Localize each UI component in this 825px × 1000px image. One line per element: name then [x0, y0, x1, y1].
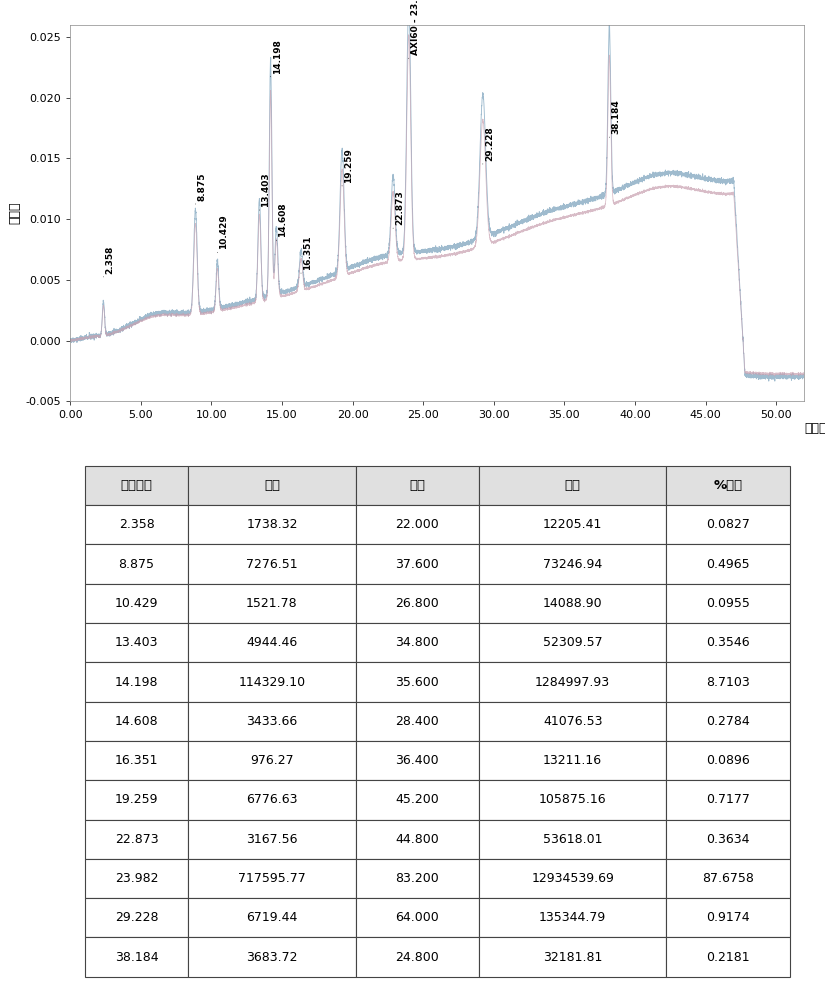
Text: 19.259: 19.259: [344, 148, 353, 183]
Text: 13.403: 13.403: [262, 172, 271, 207]
Text: AXI60 - 23.982: AXI60 - 23.982: [411, 0, 420, 55]
Text: 8.875: 8.875: [197, 172, 206, 201]
Y-axis label: 吸光度: 吸光度: [8, 202, 21, 224]
Text: 29.228: 29.228: [485, 126, 494, 161]
Text: 22.873: 22.873: [395, 190, 404, 225]
X-axis label: 保留时间: 保留时间: [804, 422, 825, 435]
Text: 2.358: 2.358: [106, 245, 115, 274]
Text: 14.198: 14.198: [273, 39, 281, 74]
Text: 16.351: 16.351: [303, 235, 312, 270]
Text: 38.184: 38.184: [611, 99, 620, 134]
Text: 10.429: 10.429: [219, 215, 229, 249]
Text: 14.608: 14.608: [279, 203, 287, 237]
